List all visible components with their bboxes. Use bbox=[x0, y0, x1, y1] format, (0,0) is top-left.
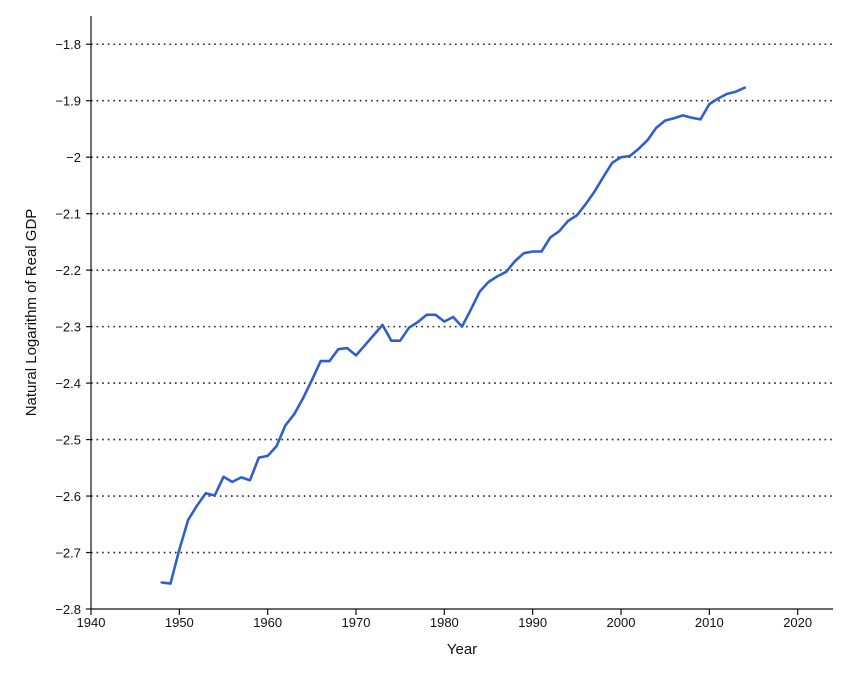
x-tick-label: 1990 bbox=[518, 615, 547, 630]
y-tick-label: −2 bbox=[66, 150, 81, 165]
x-tick-label: 2010 bbox=[695, 615, 724, 630]
y-tick-label: −2.8 bbox=[55, 602, 81, 617]
y-tick-label: −2.2 bbox=[55, 263, 81, 278]
y-tick-label: −2.5 bbox=[55, 433, 81, 448]
y-tick-label: −2.6 bbox=[55, 489, 81, 504]
x-tick-label: 2020 bbox=[783, 615, 812, 630]
y-tick-label: −2.3 bbox=[55, 320, 81, 335]
x-tick-label: 1940 bbox=[77, 615, 106, 630]
x-tick-label: 2000 bbox=[607, 615, 636, 630]
series-layer bbox=[160, 86, 747, 585]
x-tick-label: 1950 bbox=[165, 615, 194, 630]
y-tick-label: −1.8 bbox=[55, 37, 81, 52]
x-tick-label: 1970 bbox=[342, 615, 371, 630]
x-tick-label: 1980 bbox=[430, 615, 459, 630]
series-line bbox=[160, 86, 747, 585]
y-tick-label: −2.4 bbox=[55, 376, 81, 391]
gridlines bbox=[91, 43, 833, 554]
x-axis-ticks: 1940 1950 1960 1970 1980 1990 2000 2010 2020 bbox=[77, 609, 812, 630]
x-axis-title: Year bbox=[447, 641, 477, 658]
y-tick-label: −2.7 bbox=[55, 546, 81, 561]
y-axis-ticks: −1.8 −1.9 −2 −2.1 −2.2 −2.3 −2.4 −2.5 −2.6 −2.7 −2… bbox=[55, 37, 91, 617]
axes bbox=[90, 16, 833, 610]
y-tick-label: −2.1 bbox=[55, 207, 81, 222]
y-tick-label: −1.9 bbox=[55, 94, 81, 109]
x-tick-label: 1960 bbox=[253, 615, 282, 630]
y-axis-title: Natural Logarithm of Real GDP bbox=[23, 209, 40, 417]
